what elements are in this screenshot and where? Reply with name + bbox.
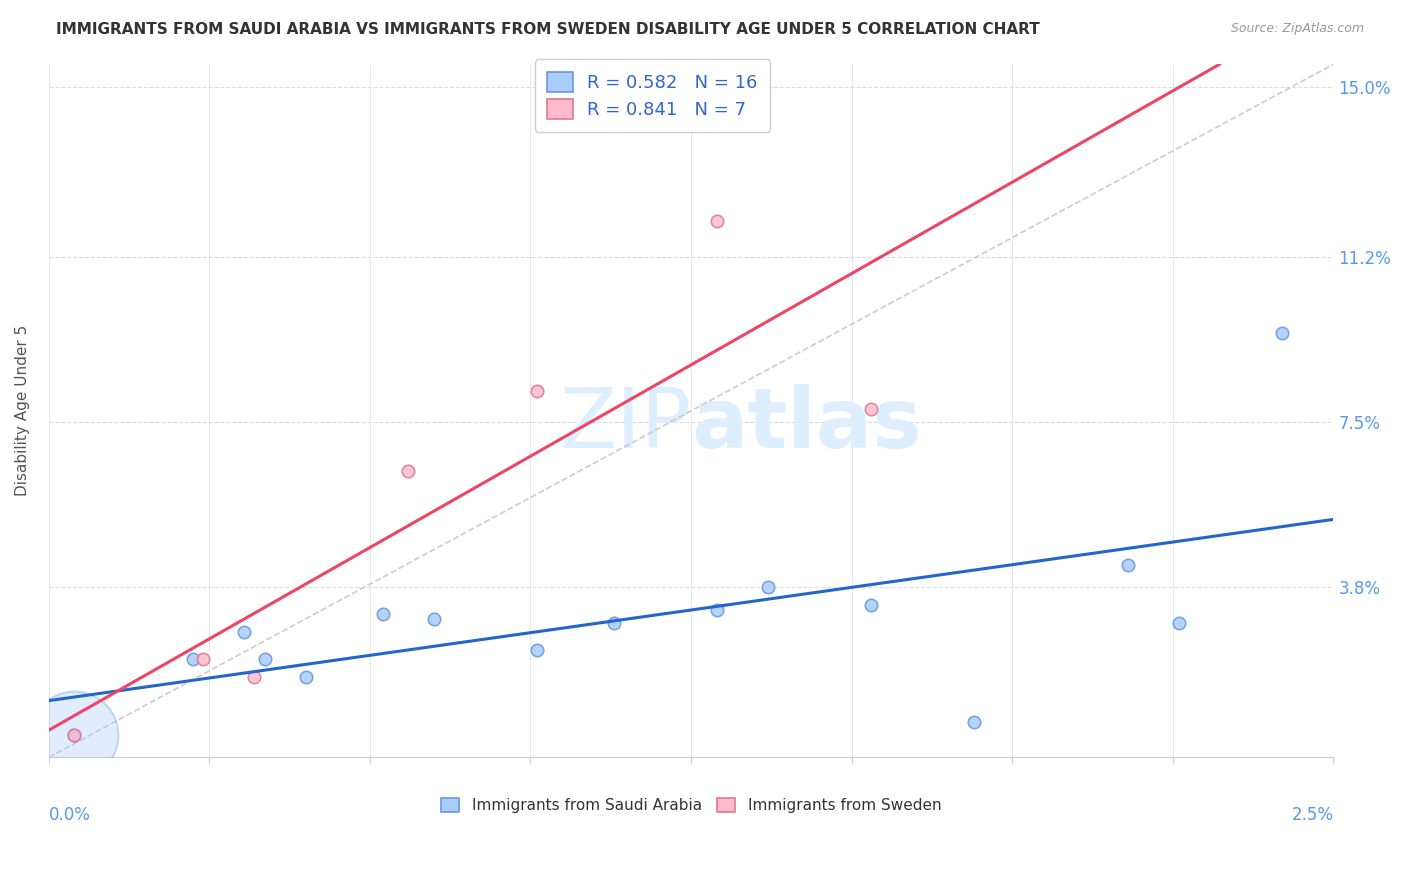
- Point: [859, 401, 882, 416]
- Point: [756, 581, 779, 595]
- Text: IMMIGRANTS FROM SAUDI ARABIA VS IMMIGRANTS FROM SWEDEN DISABILITY AGE UNDER 5 CO: IMMIGRANTS FROM SAUDI ARABIA VS IMMIGRAN…: [56, 22, 1040, 37]
- Point: [371, 607, 394, 622]
- Point: [253, 652, 276, 666]
- Text: 0.0%: 0.0%: [49, 805, 90, 824]
- Point: [706, 214, 728, 228]
- Point: [963, 714, 986, 729]
- Point: [63, 728, 86, 742]
- Point: [294, 670, 316, 684]
- Legend: R = 0.582   N = 16, R = 0.841   N = 7: R = 0.582 N = 16, R = 0.841 N = 7: [534, 60, 770, 132]
- Point: [1271, 326, 1294, 340]
- Point: [526, 384, 548, 398]
- Point: [603, 616, 626, 631]
- Point: [706, 603, 728, 617]
- Text: Source: ZipAtlas.com: Source: ZipAtlas.com: [1230, 22, 1364, 36]
- Point: [526, 643, 548, 657]
- Text: 2.5%: 2.5%: [1291, 805, 1333, 824]
- Point: [243, 670, 266, 684]
- Point: [859, 599, 882, 613]
- Point: [63, 728, 86, 742]
- Point: [1116, 558, 1139, 573]
- Point: [63, 728, 86, 742]
- Point: [398, 464, 420, 478]
- Point: [191, 652, 214, 666]
- Point: [233, 625, 256, 640]
- Point: [1168, 616, 1191, 631]
- Text: atlas: atlas: [692, 384, 922, 466]
- Point: [423, 612, 446, 626]
- Text: ZIP: ZIP: [560, 384, 692, 466]
- Y-axis label: Disability Age Under 5: Disability Age Under 5: [15, 326, 30, 497]
- Point: [181, 652, 204, 666]
